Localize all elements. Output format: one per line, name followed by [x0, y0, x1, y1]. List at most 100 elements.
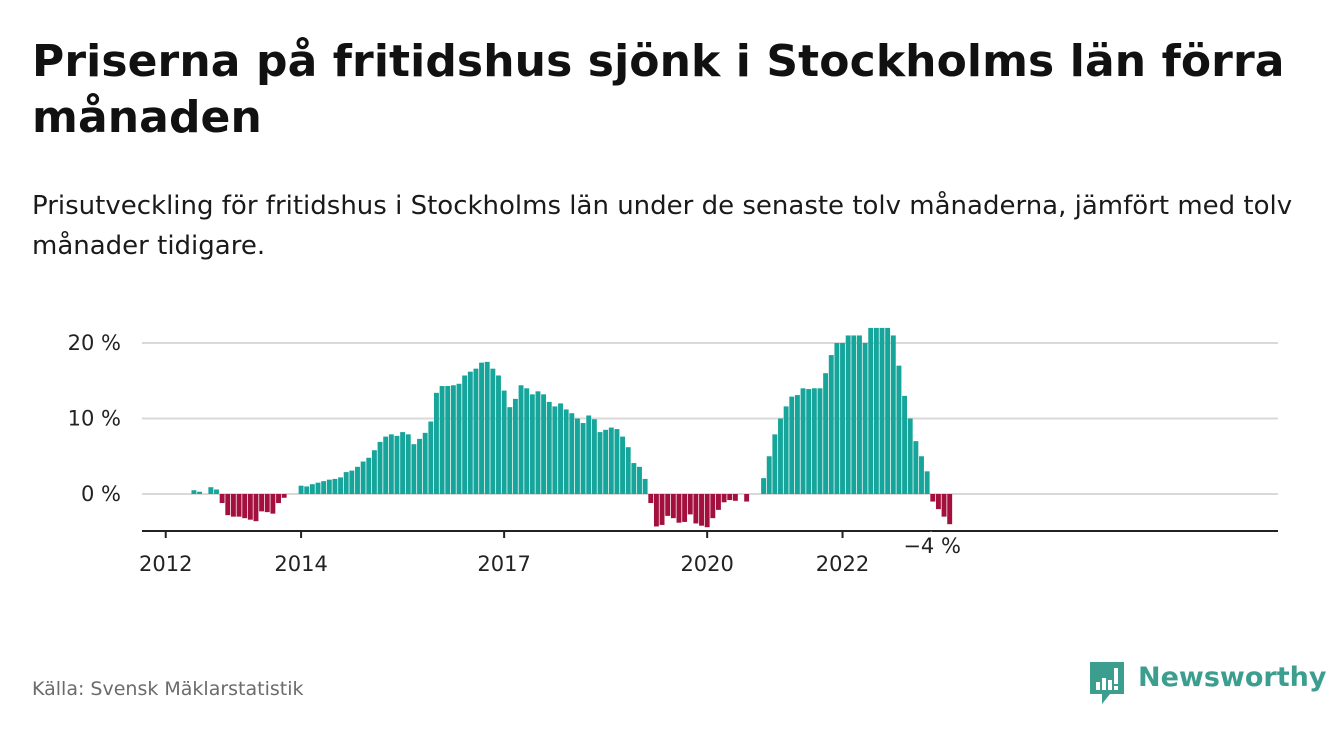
chart-title: Priserna på fritidshus sjönk i Stockholm… — [32, 36, 1285, 143]
bar — [580, 423, 586, 494]
bar — [259, 494, 265, 512]
bar — [535, 391, 541, 494]
bar — [614, 429, 620, 494]
bar — [935, 494, 941, 510]
bar — [811, 388, 817, 494]
bar — [343, 472, 349, 494]
bar — [704, 494, 710, 528]
bar — [890, 335, 896, 494]
bar — [242, 494, 248, 519]
bar — [919, 456, 924, 494]
bar — [524, 388, 530, 494]
bar — [637, 466, 642, 494]
value-annotation: −4 % — [903, 534, 961, 558]
bar — [608, 427, 614, 494]
bar — [823, 373, 829, 494]
bar — [710, 494, 716, 519]
bar — [817, 388, 823, 494]
gridlines — [142, 342, 1278, 495]
bar — [873, 327, 879, 494]
bar — [473, 368, 479, 494]
bar — [699, 494, 704, 526]
bar — [665, 494, 671, 516]
bar — [868, 327, 874, 494]
bar — [603, 429, 609, 494]
bar — [518, 385, 524, 494]
bar — [941, 494, 947, 517]
bar — [360, 461, 366, 494]
brand-name: Newsworthy — [1138, 662, 1327, 693]
bar — [298, 485, 304, 494]
bar — [247, 494, 253, 520]
bar — [597, 432, 603, 494]
bar — [236, 494, 242, 517]
bar — [315, 482, 321, 494]
bar — [552, 406, 558, 494]
bar — [828, 355, 834, 494]
bar — [930, 494, 936, 502]
bar — [766, 456, 772, 494]
bar — [800, 388, 806, 494]
bar — [648, 494, 654, 504]
chart-subtitle: Prisutveckling för fritidshus i Stockhol… — [32, 191, 1293, 261]
bar — [772, 434, 778, 494]
bar — [434, 392, 439, 494]
bar — [789, 396, 795, 494]
bar — [512, 398, 518, 494]
bar — [197, 491, 203, 494]
bar — [682, 494, 688, 522]
bar — [563, 409, 569, 494]
bar — [591, 419, 597, 494]
bar — [659, 494, 665, 525]
bar — [558, 403, 563, 494]
bar — [479, 362, 485, 494]
bar — [484, 361, 490, 495]
x-tick-label: 2012 — [139, 552, 192, 576]
bar — [546, 401, 552, 494]
bar — [264, 494, 270, 513]
bar — [326, 479, 332, 494]
bar — [913, 441, 919, 494]
bar — [507, 407, 513, 494]
bar — [388, 434, 394, 494]
bar — [462, 375, 468, 494]
bar — [744, 494, 750, 502]
bar — [806, 389, 812, 494]
bar — [450, 385, 456, 494]
bar — [405, 434, 411, 494]
bar — [467, 371, 473, 494]
bars — [191, 327, 953, 528]
bar — [845, 335, 851, 494]
bar — [794, 395, 800, 494]
bar — [541, 394, 547, 494]
bar — [225, 494, 231, 516]
bar — [377, 441, 383, 494]
bar — [349, 470, 355, 494]
bar — [501, 390, 507, 494]
bar — [304, 486, 310, 494]
x-tick-label: 2017 — [477, 552, 530, 576]
bar — [191, 490, 197, 494]
bar — [208, 487, 214, 494]
bar — [902, 395, 908, 494]
bar — [394, 435, 400, 494]
bar — [219, 494, 225, 504]
brand-logo[interactable]: Newsworthy — [1088, 660, 1326, 706]
bar — [716, 494, 721, 510]
bar — [778, 418, 783, 494]
bar — [642, 478, 648, 494]
bar — [947, 494, 953, 525]
bar — [857, 335, 862, 494]
bar — [321, 481, 327, 494]
bar — [355, 466, 360, 494]
bar — [253, 494, 259, 522]
bar — [625, 447, 631, 494]
y-tick-label: 20 % — [68, 331, 121, 355]
bar — [862, 343, 868, 494]
bar — [529, 394, 535, 494]
bar — [276, 494, 281, 504]
bar — [428, 421, 434, 494]
y-axis-labels: 0 % 10 % 20 % — [68, 331, 121, 506]
annotations: −4 % — [901, 532, 964, 561]
x-tick-label: 2022 — [816, 552, 869, 576]
